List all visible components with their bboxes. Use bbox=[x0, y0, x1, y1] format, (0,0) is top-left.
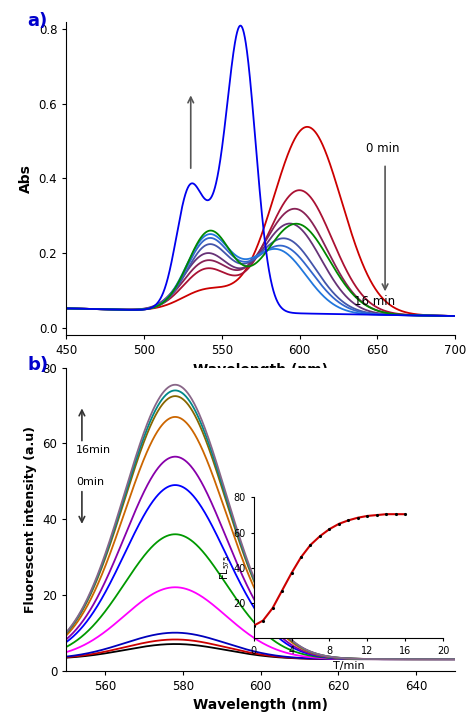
X-axis label: Wavelength (nm): Wavelength (nm) bbox=[193, 698, 328, 712]
Y-axis label: Fluorescent intensity (a.u): Fluorescent intensity (a.u) bbox=[24, 425, 37, 613]
Text: b): b) bbox=[27, 355, 49, 373]
X-axis label: T/min: T/min bbox=[333, 661, 364, 671]
Y-axis label: $\mathregular{FL_{575}}$: $\mathregular{FL_{575}}$ bbox=[219, 555, 232, 580]
X-axis label: Wavelength (nm): Wavelength (nm) bbox=[193, 363, 328, 377]
Text: 0min: 0min bbox=[76, 477, 104, 487]
Text: 0 min: 0 min bbox=[366, 142, 400, 155]
Text: 16min: 16min bbox=[76, 445, 111, 455]
Y-axis label: Abs: Abs bbox=[19, 164, 33, 193]
Text: 16 min: 16 min bbox=[354, 296, 395, 309]
Text: a): a) bbox=[27, 12, 48, 30]
